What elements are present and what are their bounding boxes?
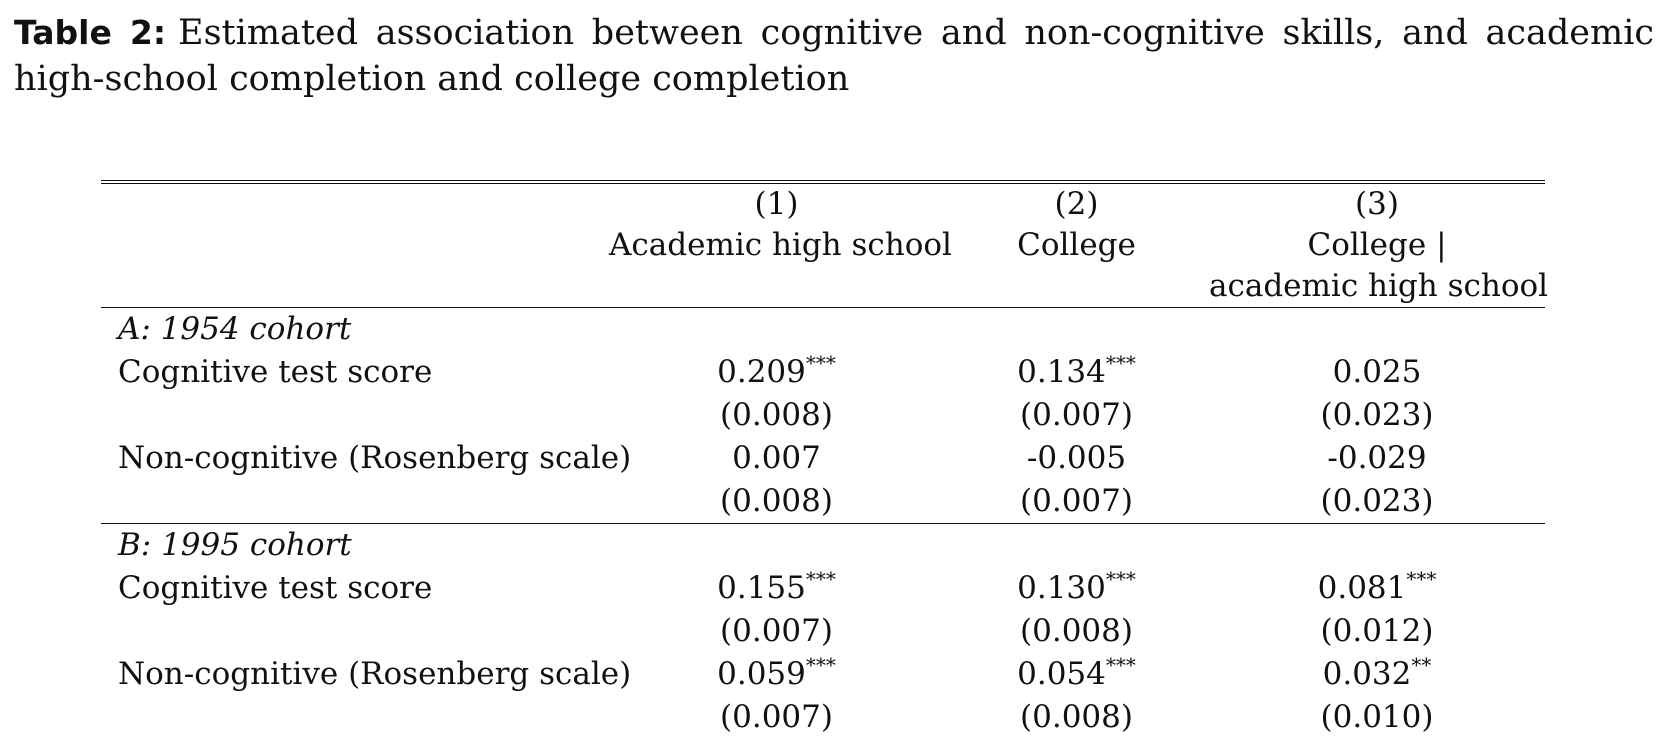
coef-row: Non-cognitive (Rosenberg scale) 0.059***… xyxy=(101,653,1545,696)
col-name-3-line2: academic high school xyxy=(1209,268,1549,304)
col-name-2: College xyxy=(1017,227,1136,263)
se-cell: (0.007) xyxy=(720,613,833,649)
coef-row: Non-cognitive (Rosenberg scale) 0.007 -0… xyxy=(101,437,1545,480)
col-name-1: Academic high school xyxy=(609,227,952,263)
caption-text: Estimated association between cognitive … xyxy=(14,13,1654,99)
panel-b-title: B: 1995 cohort xyxy=(118,527,352,563)
se-cell: (0.008) xyxy=(1020,699,1133,735)
panel-b: B: 1995 cohort Cognitive test score 0.15… xyxy=(101,524,1545,739)
coef-cell: 0.025 xyxy=(1332,354,1422,390)
row-label: Non-cognitive (Rosenberg scale) xyxy=(118,440,632,476)
se-cell: (0.012) xyxy=(1320,613,1434,649)
header-row-numbers: (1) (2) (3) xyxy=(101,184,1545,225)
coef-cell: 0.054*** xyxy=(1017,653,1136,692)
se-cell: (0.008) xyxy=(720,397,833,433)
row-label: Cognitive test score xyxy=(118,354,433,390)
header-row-names-line2: academic high school xyxy=(101,266,1549,307)
panel-rule xyxy=(101,523,1545,524)
se-cell: (0.007) xyxy=(720,699,833,735)
table-top-rule xyxy=(101,180,1545,184)
se-row: (0.008) (0.007) (0.023) xyxy=(101,480,1545,523)
panel-title-row: B: 1995 cohort xyxy=(101,524,1545,567)
se-cell: (0.010) xyxy=(1320,699,1434,735)
header-row-names: Academic high school College College | xyxy=(101,225,1545,266)
se-cell: (0.007) xyxy=(1020,397,1133,433)
coef-cell: 0.007 xyxy=(732,440,821,476)
row-label: Cognitive test score xyxy=(118,570,433,606)
coef-cell: 0.209*** xyxy=(717,351,836,390)
col-name-3: College | xyxy=(1307,227,1447,263)
coef-cell: 0.059*** xyxy=(717,653,836,692)
caption-label: Table 2: xyxy=(14,13,167,52)
se-cell: (0.007) xyxy=(1020,483,1133,519)
se-row: (0.008) (0.007) (0.023) xyxy=(101,394,1545,437)
coef-row: Cognitive test score 0.209*** 0.134*** 0… xyxy=(101,351,1545,394)
coef-cell: 0.032** xyxy=(1322,653,1432,692)
se-cell: (0.023) xyxy=(1320,483,1434,519)
coef-cell: -0.029 xyxy=(1327,440,1427,476)
panel-title-row: A: 1954 cohort xyxy=(101,308,1545,351)
coef-cell: 0.130*** xyxy=(1017,567,1136,606)
panel-a: A: 1954 cohort Cognitive test score 0.20… xyxy=(101,308,1545,523)
header-rule xyxy=(101,307,1545,308)
col-number-1: (1) xyxy=(754,186,799,222)
coef-cell: 0.155*** xyxy=(717,567,836,606)
se-row: (0.007) (0.008) (0.010) xyxy=(101,696,1545,739)
se-cell: (0.023) xyxy=(1320,397,1434,433)
col-name-2-line2 xyxy=(944,266,1209,307)
se-cell: (0.008) xyxy=(720,483,833,519)
coef-row: Cognitive test score 0.155*** 0.130*** 0… xyxy=(101,567,1545,610)
col-name-1-line2 xyxy=(609,266,944,307)
coef-cell: -0.005 xyxy=(1026,440,1127,476)
coef-cell: 0.134*** xyxy=(1017,351,1136,390)
header-stub xyxy=(101,184,609,225)
coef-cell: 0.081*** xyxy=(1317,567,1437,606)
col-number-2: (2) xyxy=(1054,186,1099,222)
col-number-3: (3) xyxy=(1355,186,1399,222)
table-caption: Table 2: Estimated association between co… xyxy=(14,10,1654,102)
row-label: Non-cognitive (Rosenberg scale) xyxy=(118,656,632,692)
panel-a-title: A: 1954 cohort xyxy=(118,311,352,347)
se-cell: (0.008) xyxy=(1020,613,1133,649)
se-row: (0.007) (0.008) (0.012) xyxy=(101,610,1545,653)
results-table: (1) (2) (3) Academic high school College… xyxy=(101,180,1549,739)
